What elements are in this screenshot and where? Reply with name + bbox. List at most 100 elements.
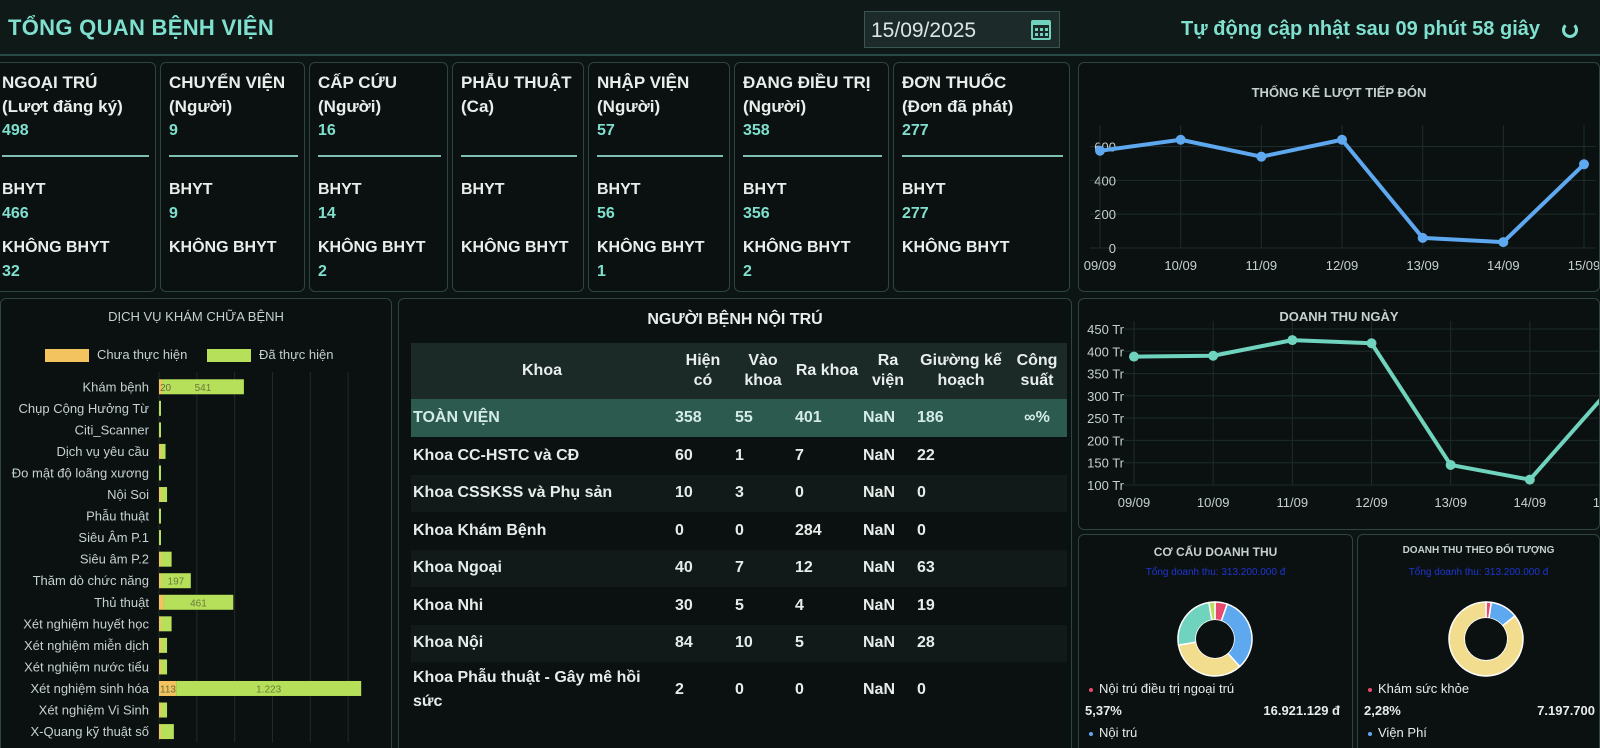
table-row[interactable]: Khoa CSSKSS và Phụ sản 10 3 0 NaN 0 xyxy=(411,474,1067,512)
cell-ra-khoa: 401 xyxy=(793,399,861,437)
bar-pending[interactable] xyxy=(159,551,161,567)
stat-card[interactable]: CẤP CỨU (Người) 16 BHYT 14 KHÔNG BHYT 2 xyxy=(309,62,448,292)
table-row[interactable]: Khoa Nhi 30 5 4 NaN 19 xyxy=(411,587,1067,625)
revenue-chart-title: DOANH THU NGÀY xyxy=(1279,309,1399,324)
col-header-vao-khoa[interactable]: Vào khoa xyxy=(733,343,793,399)
y-tick-label: 250 Tr xyxy=(1087,411,1125,426)
table-row[interactable]: Khoa CC-HSTC và CĐ 60 1 7 NaN 22 xyxy=(411,437,1067,475)
calendar-icon[interactable] xyxy=(1031,20,1051,40)
data-point[interactable] xyxy=(1175,134,1186,145)
bar-pending[interactable] xyxy=(159,702,161,718)
bar-done[interactable] xyxy=(159,508,161,524)
services-panel: DỊCH VỤ KHÁM CHỮA BỆNH Chưa thực hiện Đã… xyxy=(0,298,392,748)
stat-card[interactable]: CHUYỂN VIỆN (Người) 9 BHYT 9 KHÔNG BHYT xyxy=(160,62,305,292)
y-tick-label: 100 Tr xyxy=(1087,478,1125,493)
cell-vao-khoa: 7 xyxy=(733,549,793,587)
bar-pending[interactable] xyxy=(159,487,161,503)
table-row[interactable]: Khoa Ngoại 40 7 12 NaN 63 xyxy=(411,549,1067,587)
card-non-bhyt-value: 32 xyxy=(2,263,20,280)
date-picker[interactable]: 15/09/2025 xyxy=(864,11,1060,48)
card-total-value: 358 xyxy=(743,122,770,139)
card-bhyt-value: 56 xyxy=(597,205,615,222)
data-point[interactable] xyxy=(1256,151,1267,162)
cell-giuong: 63 xyxy=(915,549,1007,587)
data-point[interactable] xyxy=(1498,237,1509,248)
data-point[interactable] xyxy=(1208,350,1219,361)
data-point[interactable] xyxy=(1579,159,1589,170)
stat-card[interactable]: NHẬP VIỆN (Người) 57 BHYT 56 KHÔNG BHYT 1 xyxy=(588,62,730,292)
bar-pending[interactable] xyxy=(159,379,163,395)
card-non-bhyt-label: KHÔNG BHYT xyxy=(2,239,110,256)
card-divider xyxy=(743,155,882,157)
table-row[interactable]: Khoa Phẫu thuật - Gây mê hồi sức 2 0 0 NaN 0 xyxy=(411,662,1067,718)
bar-done[interactable] xyxy=(163,594,234,610)
page-title: TỔNG QUAN BỆNH VIỆN xyxy=(8,15,275,40)
data-point[interactable] xyxy=(1417,232,1428,243)
donut-hole xyxy=(1465,618,1507,660)
data-point[interactable] xyxy=(1524,474,1535,485)
data-point[interactable] xyxy=(1095,145,1105,156)
card-title-main: ĐƠN THUỐC xyxy=(902,73,1007,92)
cell-cong-suat xyxy=(1007,437,1067,475)
card-non-bhyt-value: 2 xyxy=(743,263,752,280)
bar-pending[interactable] xyxy=(159,573,161,589)
bar-done[interactable] xyxy=(161,724,174,740)
bar-pending[interactable] xyxy=(159,724,161,740)
data-point[interactable] xyxy=(1366,338,1377,349)
category-label: Xét nghiệm Vi Sinh xyxy=(39,703,149,718)
bar-done[interactable] xyxy=(159,422,161,438)
col-header-khoa[interactable]: Khoa xyxy=(411,343,673,399)
bar-pending[interactable] xyxy=(159,594,164,610)
bar-done[interactable] xyxy=(161,573,191,589)
cell-cong-suat xyxy=(1007,624,1067,662)
col-header-cong-suat[interactable]: Công suất xyxy=(1007,343,1067,399)
bar-done[interactable] xyxy=(159,530,161,546)
stat-card[interactable]: ĐƠN THUỐC (Đơn đã phát) 277 BHYT 277 KHÔNG BH… xyxy=(893,62,1070,292)
legend-done-swatch[interactable] xyxy=(207,349,251,362)
bar-done[interactable] xyxy=(162,379,244,395)
table-row[interactable]: TOÀN VIỆN 358 55 401 NaN 186 ∞% xyxy=(411,399,1067,437)
cell-cong-suat: ∞% xyxy=(1007,399,1067,437)
card-bhyt-label: BHYT xyxy=(597,181,641,198)
refresh-icon[interactable] xyxy=(1562,22,1578,38)
bar-done[interactable] xyxy=(159,400,161,416)
data-point[interactable] xyxy=(1445,459,1456,470)
stat-card[interactable]: NGOẠI TRÚ (Lượt đăng ký) 498 BHYT 466 KHÔNG B… xyxy=(0,62,156,292)
revenue-line-chart: 100 Tr 150 Tr 200 Tr 250 Tr 300 Tr 350 Tr 400 … xyxy=(1087,321,1599,510)
stat-card[interactable]: ĐANG ĐIỀU TRỊ (Người) 358 BHYT 356 KHÔNG BHYT… xyxy=(734,62,889,292)
cell-hien-co: 30 xyxy=(675,596,693,614)
bar-pending[interactable] xyxy=(159,616,161,632)
bar-done[interactable] xyxy=(176,680,362,696)
bar-done[interactable] xyxy=(161,487,168,503)
col-header-ra-vien[interactable]: Ra viện xyxy=(861,343,915,399)
stat-card[interactable]: PHẪU THUẬT (Ca) BHYT KHÔNG BHYT xyxy=(452,62,584,292)
bar-done[interactable] xyxy=(161,551,172,567)
cell-giuong: 19 xyxy=(917,596,935,614)
bar-value-label: 461 xyxy=(190,598,207,609)
cell-ra-vien: NaN xyxy=(863,681,896,698)
cell-vao-khoa: 0 xyxy=(735,681,744,698)
col-header-ra-khoa[interactable]: Ra khoa xyxy=(793,343,861,399)
bar-done[interactable] xyxy=(161,616,172,632)
data-point[interactable] xyxy=(1129,351,1139,362)
card-title-main: ĐANG ĐIỀU TRỊ xyxy=(743,73,871,92)
table-row[interactable]: Khoa Nội 84 10 5 NaN 28 xyxy=(411,624,1067,662)
bar-pending[interactable] xyxy=(159,443,161,459)
data-point[interactable] xyxy=(1287,335,1298,346)
bar-pending[interactable] xyxy=(159,659,161,675)
col-header-hien-co[interactable]: Hiện có xyxy=(673,343,733,399)
bar-pending[interactable] xyxy=(159,637,161,653)
bar-done[interactable] xyxy=(161,637,168,653)
bar-done[interactable] xyxy=(161,702,168,718)
col-header-giuong[interactable]: Giường kế hoạch xyxy=(915,343,1007,399)
cell-vao-khoa: 1 xyxy=(735,446,744,464)
bar-done[interactable] xyxy=(159,465,161,481)
data-point[interactable] xyxy=(1337,134,1347,145)
card-divider xyxy=(169,155,298,157)
bar-done[interactable] xyxy=(161,659,168,675)
x-tick-label: 12/09 xyxy=(1355,495,1388,510)
table-row[interactable]: Khoa Khám Bệnh 0 0 284 NaN 0 xyxy=(411,512,1067,550)
bar-pending[interactable] xyxy=(159,680,177,696)
bar-done[interactable] xyxy=(161,443,166,459)
legend-pending-swatch[interactable] xyxy=(45,349,89,362)
